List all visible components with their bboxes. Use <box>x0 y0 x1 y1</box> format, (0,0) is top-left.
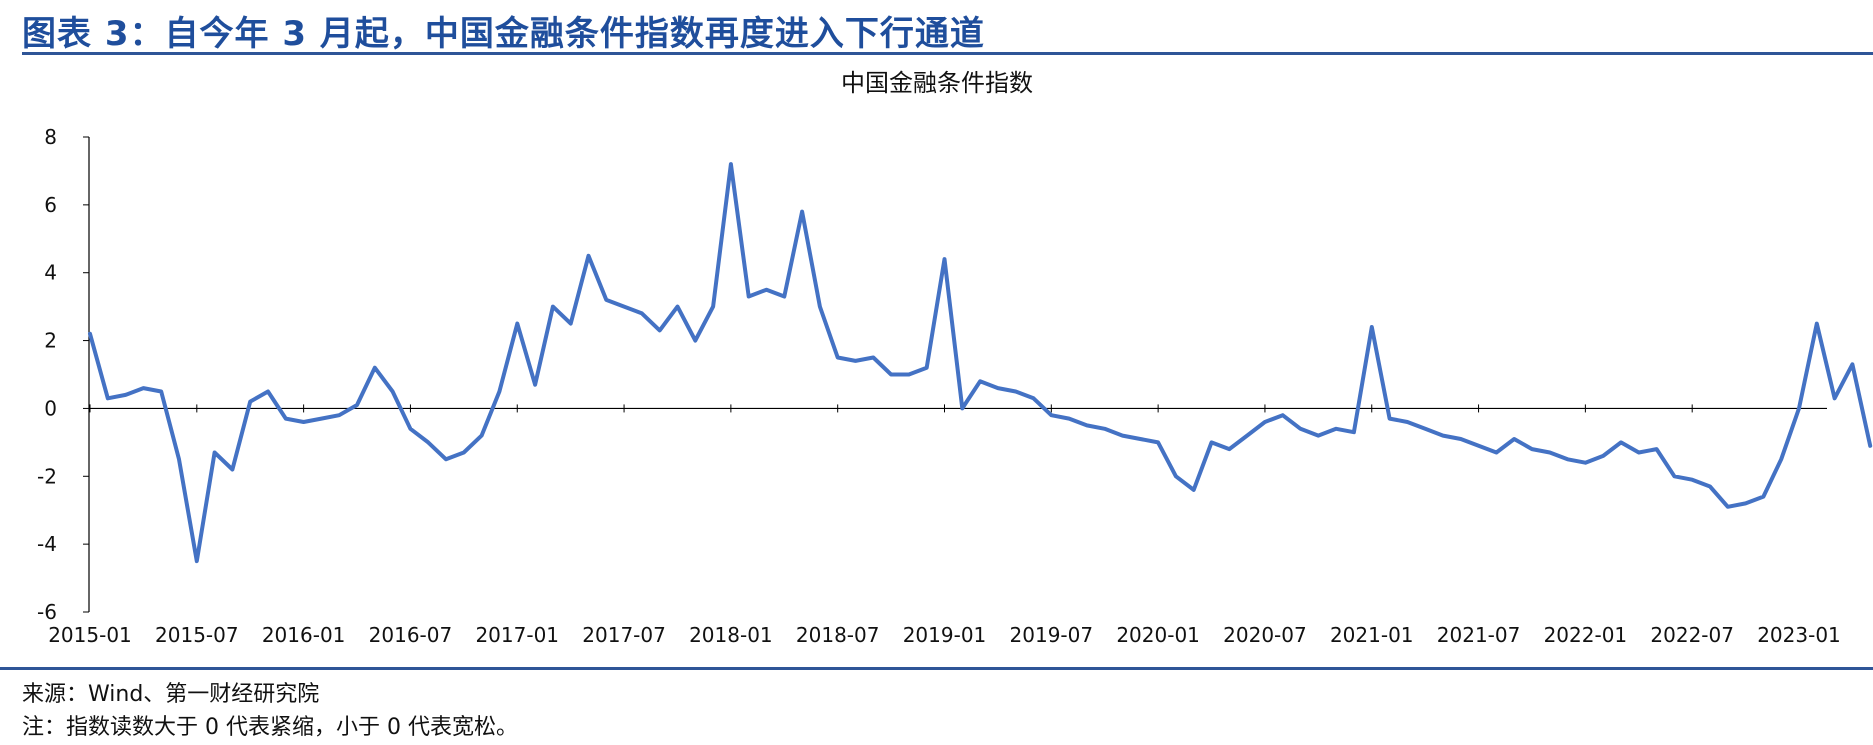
x-tick-label: 2019-07 <box>1010 623 1094 647</box>
x-tick-label: 2023-01 <box>1757 623 1841 647</box>
y-tick-label: 4 <box>44 261 57 285</box>
x-tick-label: 2021-07 <box>1437 623 1521 647</box>
x-tick-label: 2022-07 <box>1650 623 1734 647</box>
y-tick-label: 8 <box>44 125 57 149</box>
y-tick-label: -4 <box>37 532 57 556</box>
series-layer <box>88 162 1873 564</box>
x-tick-label: 2019-01 <box>903 623 987 647</box>
x-tick-label: 2015-07 <box>155 623 239 647</box>
footer-rule <box>0 667 1873 670</box>
title-rule <box>22 52 1873 55</box>
x-tick-label: 2020-07 <box>1223 623 1307 647</box>
footnote: 注：指数读数大于 0 代表紧缩，小于 0 代表宽松。 <box>22 715 518 740</box>
x-tick-label: 2016-01 <box>262 623 346 647</box>
y-tick-label: -6 <box>37 600 57 624</box>
y-tick-label: 0 <box>44 396 57 420</box>
x-tick-label: 2016-07 <box>369 623 453 647</box>
x-tick-label: 2017-07 <box>582 623 666 647</box>
x-tick-label: 2022-01 <box>1544 623 1628 647</box>
y-tick-label: -2 <box>37 464 57 488</box>
y-tick-label: 6 <box>44 193 57 217</box>
y-tick-label: 2 <box>44 329 57 353</box>
x-tick-label: 2018-07 <box>796 623 880 647</box>
x-tick-label: 2017-01 <box>475 623 559 647</box>
figure-title: 图表 3：自今年 3 月起，中国金融条件指数再度进入下行通道 <box>22 14 985 54</box>
series-line-0 <box>88 162 1873 564</box>
x-tick-label: 2015-01 <box>48 623 132 647</box>
x-tick-label: 2021-01 <box>1330 623 1414 647</box>
chart-title: 中国金融条件指数 <box>841 69 1033 97</box>
x-tick-label: 2020-01 <box>1116 623 1200 647</box>
x-tick-label: 2018-01 <box>689 623 773 647</box>
source-note: 来源：Wind、第一财经研究院 <box>22 682 320 707</box>
